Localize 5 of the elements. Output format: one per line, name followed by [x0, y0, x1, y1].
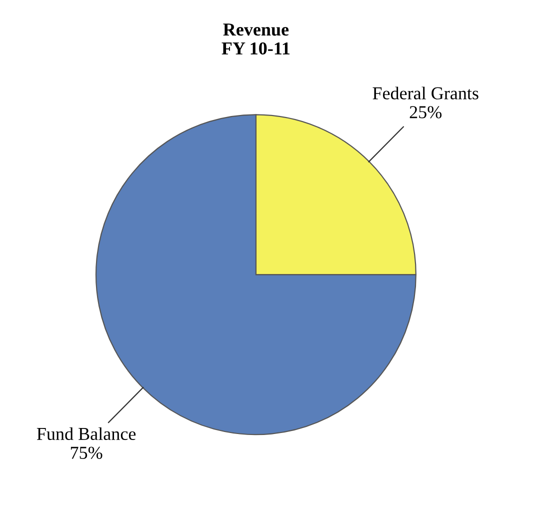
- data-label: 75%: [70, 446, 102, 459]
- chart-title: Revenue FY 10-11: [222, 24, 290, 55]
- slice-label: Fund Balance: [36, 427, 136, 440]
- slice-label: Federal Grants: [372, 86, 478, 100]
- data-label: 25%: [410, 106, 442, 118]
